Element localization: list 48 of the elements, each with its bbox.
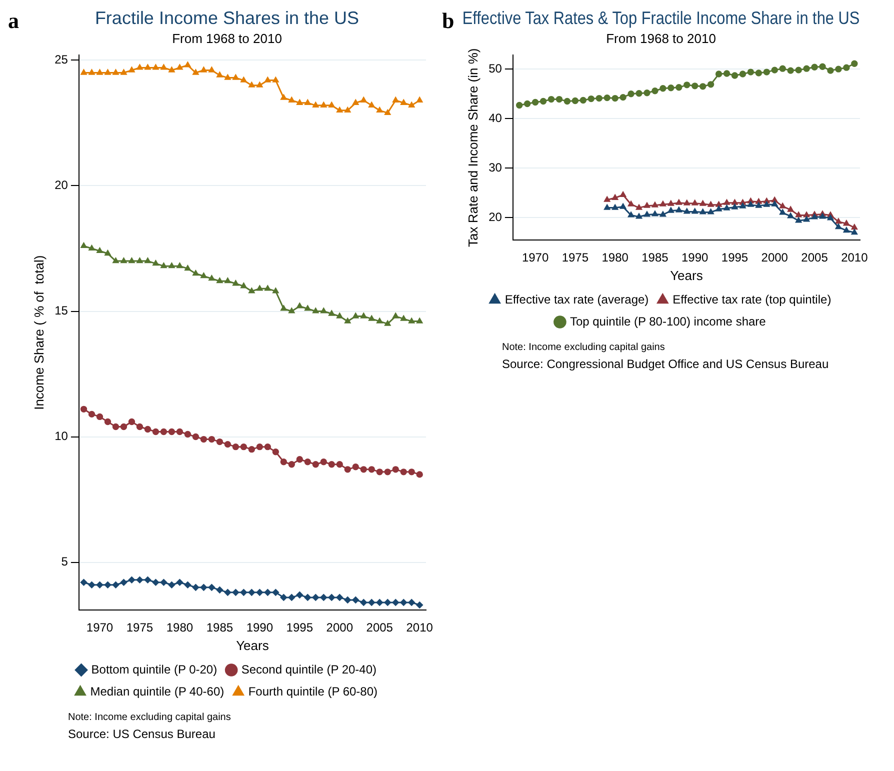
chart-title: Effective Tax Rates & Top Fractile Income Share in the US	[462, 8, 860, 28]
chart-title: Fractile Income Shares in the US	[94, 8, 360, 28]
y-tick-label: 5	[61, 554, 68, 569]
legend-label: Median quintile (P 40-60)	[90, 684, 224, 698]
legend-label: Effective tax rate (top quintile)	[672, 292, 832, 306]
x-tick-label: 1980	[602, 250, 629, 265]
y-tick-label: 50	[488, 61, 502, 76]
text: b	[442, 8, 454, 34]
x-tick-label: 1970	[522, 250, 549, 265]
y-axis-title: Tax Rate and Income Share (in %)	[465, 48, 480, 247]
legend-label: Bottom quintile (P 0-20)	[91, 662, 218, 676]
x-axis-title: Years	[670, 268, 704, 283]
x-tick-label: 2000	[326, 620, 354, 635]
x-tick-label: 1995	[721, 250, 748, 265]
x-axis-title: Years	[236, 638, 270, 653]
legend-label: Top quintile (P 80-100) income share	[570, 314, 766, 328]
x-tick-label: 1980	[166, 620, 194, 635]
y-tick-label: 20	[54, 178, 68, 192]
y-tick-label: 30	[488, 160, 502, 174]
legend-label: Second quintile (P 20-40)	[241, 662, 377, 676]
y-tick-label: 25	[54, 52, 68, 67]
x-tick-label: 2010	[406, 620, 434, 635]
x-tick-label: 2005	[366, 620, 394, 635]
x-tick-label: 1995	[286, 620, 314, 635]
x-tick-label: 2005	[801, 250, 828, 265]
chart-subtitle: From 1968 to 2010	[172, 30, 282, 46]
chart-subtitle: From 1968 to 2010	[606, 30, 716, 46]
text: Note: Income excluding capital gains	[68, 712, 232, 723]
y-axis-title: Income Share ( % of total)	[31, 255, 46, 410]
x-tick-label: 1975	[562, 250, 589, 265]
y-tick-label: 40	[488, 110, 502, 125]
x-tick-label: 2010	[841, 250, 868, 265]
x-tick-label: 1975	[126, 620, 154, 635]
text: Note: Income excluding capital gains	[502, 342, 666, 353]
y-tick-label: 10	[54, 429, 68, 444]
legend-label: Fourth quintile (P 60-80)	[248, 684, 378, 698]
x-tick-label: 1970	[86, 620, 114, 635]
source-note: Source: Congressional Budget Office and US Census Bureau	[502, 357, 830, 371]
legend-label: Effective tax rate (average)	[504, 292, 649, 306]
text: a	[8, 8, 19, 34]
x-tick-label: 1985	[206, 620, 234, 635]
x-tick-label: 1990	[246, 620, 274, 635]
x-tick-label: 1990	[682, 250, 709, 265]
y-tick-label: 20	[488, 210, 502, 224]
y-tick-label: 15	[54, 304, 68, 318]
source-note: Source: US Census Bureau	[68, 727, 216, 741]
x-tick-label: 2000	[761, 250, 788, 265]
x-tick-label: 1985	[642, 250, 669, 265]
